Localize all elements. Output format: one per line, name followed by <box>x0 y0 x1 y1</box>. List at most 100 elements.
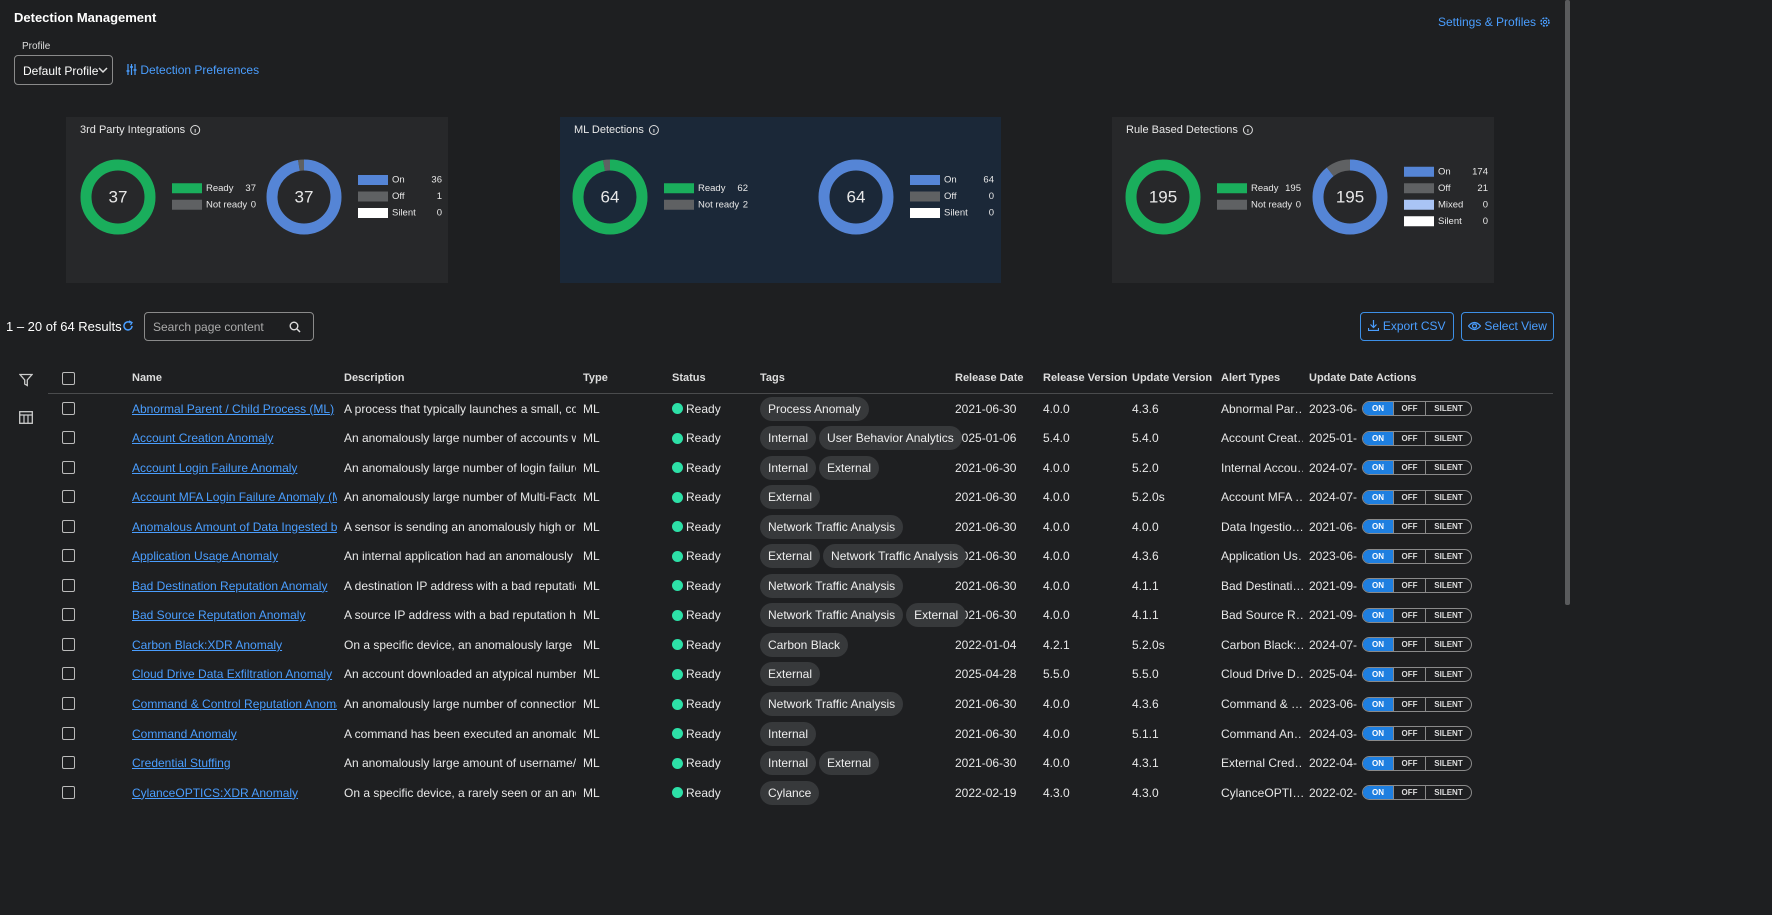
detection-name-link[interactable]: Account MFA Login Failure Anomaly (ML) <box>132 490 337 505</box>
toggle-option[interactable]: ON <box>1363 608 1393 622</box>
toggle-option[interactable]: SILENT <box>1425 490 1471 504</box>
toggle-option[interactable]: SILENT <box>1425 727 1471 741</box>
filter-icon[interactable] <box>19 373 33 387</box>
column-header[interactable]: Release Date <box>955 372 1024 384</box>
profile-select[interactable]: Default Profile <box>14 55 113 85</box>
toggle-option[interactable]: OFF <box>1393 727 1425 741</box>
toggle-option[interactable]: OFF <box>1393 756 1425 770</box>
column-header[interactable]: Description <box>344 372 405 384</box>
column-header[interactable]: Update Date <box>1309 372 1374 384</box>
toggle-option[interactable]: OFF <box>1393 490 1425 504</box>
column-header[interactable]: Type <box>583 372 608 384</box>
toggle-option[interactable]: OFF <box>1393 579 1425 593</box>
detection-name-link[interactable]: Application Usage Anomaly <box>132 549 279 564</box>
select-all-checkbox[interactable] <box>62 372 75 385</box>
toggle-option[interactable]: OFF <box>1393 431 1425 445</box>
detection-name-link[interactable]: CylanceOPTICS:XDR Anomaly <box>132 785 299 800</box>
toggle-option[interactable]: OFF <box>1393 638 1425 652</box>
toggle-option[interactable]: SILENT <box>1425 667 1471 681</box>
row-checkbox[interactable] <box>62 756 75 770</box>
row-checkbox[interactable] <box>62 490 75 504</box>
toggle-option[interactable]: SILENT <box>1425 608 1471 622</box>
toggle-option[interactable]: ON <box>1363 667 1393 681</box>
toggle-option[interactable]: OFF <box>1393 520 1425 534</box>
toggle-option[interactable]: ON <box>1363 461 1393 475</box>
toggle-option[interactable]: SILENT <box>1425 520 1471 534</box>
legend-value: 21 <box>1477 183 1488 194</box>
release-version: 4.0.0 <box>1043 756 1070 771</box>
column-header[interactable]: Tags <box>760 372 785 384</box>
update-date: 2025-04-2 <box>1309 667 1357 682</box>
preferences-link[interactable]: Detection Preferences <box>126 63 259 77</box>
row-checkbox[interactable] <box>62 608 75 622</box>
toggle-option[interactable]: SILENT <box>1425 402 1471 415</box>
columns-icon[interactable] <box>19 411 33 424</box>
toggle-option[interactable]: OFF <box>1393 786 1425 800</box>
toggle-option[interactable]: OFF <box>1393 402 1425 415</box>
toggle-option[interactable]: OFF <box>1393 667 1425 681</box>
row-checkbox[interactable] <box>62 785 75 799</box>
toggle-option[interactable]: SILENT <box>1425 697 1471 711</box>
detection-name-link[interactable]: Bad Source Reputation Anomaly <box>132 608 306 623</box>
scrollbar[interactable] <box>1565 0 1570 605</box>
row-checkbox[interactable] <box>62 578 75 592</box>
row-checkbox[interactable] <box>62 460 75 474</box>
detection-name-link[interactable]: Command Anomaly <box>132 726 237 741</box>
detection-name-link[interactable]: Credential Stuffing <box>132 756 231 771</box>
toggle-option[interactable]: SILENT <box>1425 579 1471 593</box>
column-header[interactable]: Actions <box>1376 372 1417 384</box>
detection-name-link[interactable]: Bad Destination Reputation Anomaly <box>132 578 328 593</box>
toggle-option[interactable]: SILENT <box>1425 756 1471 770</box>
toggle-option[interactable]: ON <box>1363 431 1393 445</box>
detection-name-link[interactable]: Abnormal Parent / Child Process (ML) <box>132 401 335 416</box>
row-checkbox[interactable] <box>62 667 75 681</box>
detection-name-link[interactable]: Account Creation Anomaly <box>132 431 274 446</box>
toggle-option[interactable]: OFF <box>1393 461 1425 475</box>
select-view-button[interactable]: Select View <box>1461 312 1554 341</box>
toggle-option[interactable]: ON <box>1363 638 1393 652</box>
column-header[interactable]: Status <box>672 372 706 384</box>
search-box[interactable]: Search page content <box>144 312 314 341</box>
row-checkbox[interactable] <box>62 697 75 710</box>
toggle-option[interactable]: SILENT <box>1425 786 1471 800</box>
row-checkbox[interactable] <box>62 519 75 533</box>
toggle-option[interactable]: SILENT <box>1425 638 1471 652</box>
refresh-icon[interactable] <box>122 320 134 332</box>
toggle-option[interactable]: ON <box>1363 579 1393 593</box>
tag: Network Traffic Analysis <box>823 544 967 569</box>
toggle-option[interactable]: ON <box>1363 490 1393 504</box>
alert-types: Application Us… <box>1221 549 1303 564</box>
row-checkbox[interactable] <box>62 726 75 740</box>
column-header[interactable]: Alert Types <box>1221 372 1281 384</box>
action-toggle: ON OFF SILENT <box>1362 666 1472 682</box>
column-header[interactable]: Release Version <box>1043 372 1128 384</box>
row-checkbox[interactable] <box>62 431 75 445</box>
detection-name-link[interactable]: Command & Control Reputation Anomaly <box>132 697 337 711</box>
column-header[interactable]: Name <box>132 372 162 384</box>
row-checkbox[interactable] <box>62 637 75 651</box>
toggle-option[interactable]: ON <box>1363 549 1393 563</box>
update-version: 4.3.0 <box>1132 785 1159 800</box>
toggle-option[interactable]: ON <box>1363 727 1393 741</box>
detection-name-link[interactable]: Anomalous Amount of Data Ingested by Sen <box>132 519 337 534</box>
toggle-option[interactable]: OFF <box>1393 697 1425 711</box>
column-header[interactable]: Update Version <box>1132 372 1213 384</box>
toggle-option[interactable]: OFF <box>1393 608 1425 622</box>
update-date: 2025-01-0 <box>1309 431 1357 446</box>
row-checkbox[interactable] <box>62 401 75 415</box>
detection-name-link[interactable]: Carbon Black:XDR Anomaly <box>132 637 283 652</box>
row-checkbox[interactable] <box>62 549 75 563</box>
detection-name-link[interactable]: Account Login Failure Anomaly <box>132 460 298 475</box>
detection-name-link[interactable]: Cloud Drive Data Exfiltration Anomaly <box>132 667 333 682</box>
toggle-option[interactable]: SILENT <box>1425 461 1471 475</box>
toggle-option[interactable]: ON <box>1363 520 1393 534</box>
export-button[interactable]: Export CSV <box>1360 312 1454 341</box>
toggle-option[interactable]: ON <box>1363 697 1393 711</box>
toggle-option[interactable]: OFF <box>1393 549 1425 563</box>
toggle-option[interactable]: SILENT <box>1425 549 1471 563</box>
settings-link[interactable]: Settings & Profiles <box>1438 15 1551 29</box>
toggle-option[interactable]: ON <box>1363 402 1393 415</box>
toggle-option[interactable]: SILENT <box>1425 431 1471 445</box>
toggle-option[interactable]: ON <box>1363 756 1393 770</box>
toggle-option[interactable]: ON <box>1363 786 1393 800</box>
